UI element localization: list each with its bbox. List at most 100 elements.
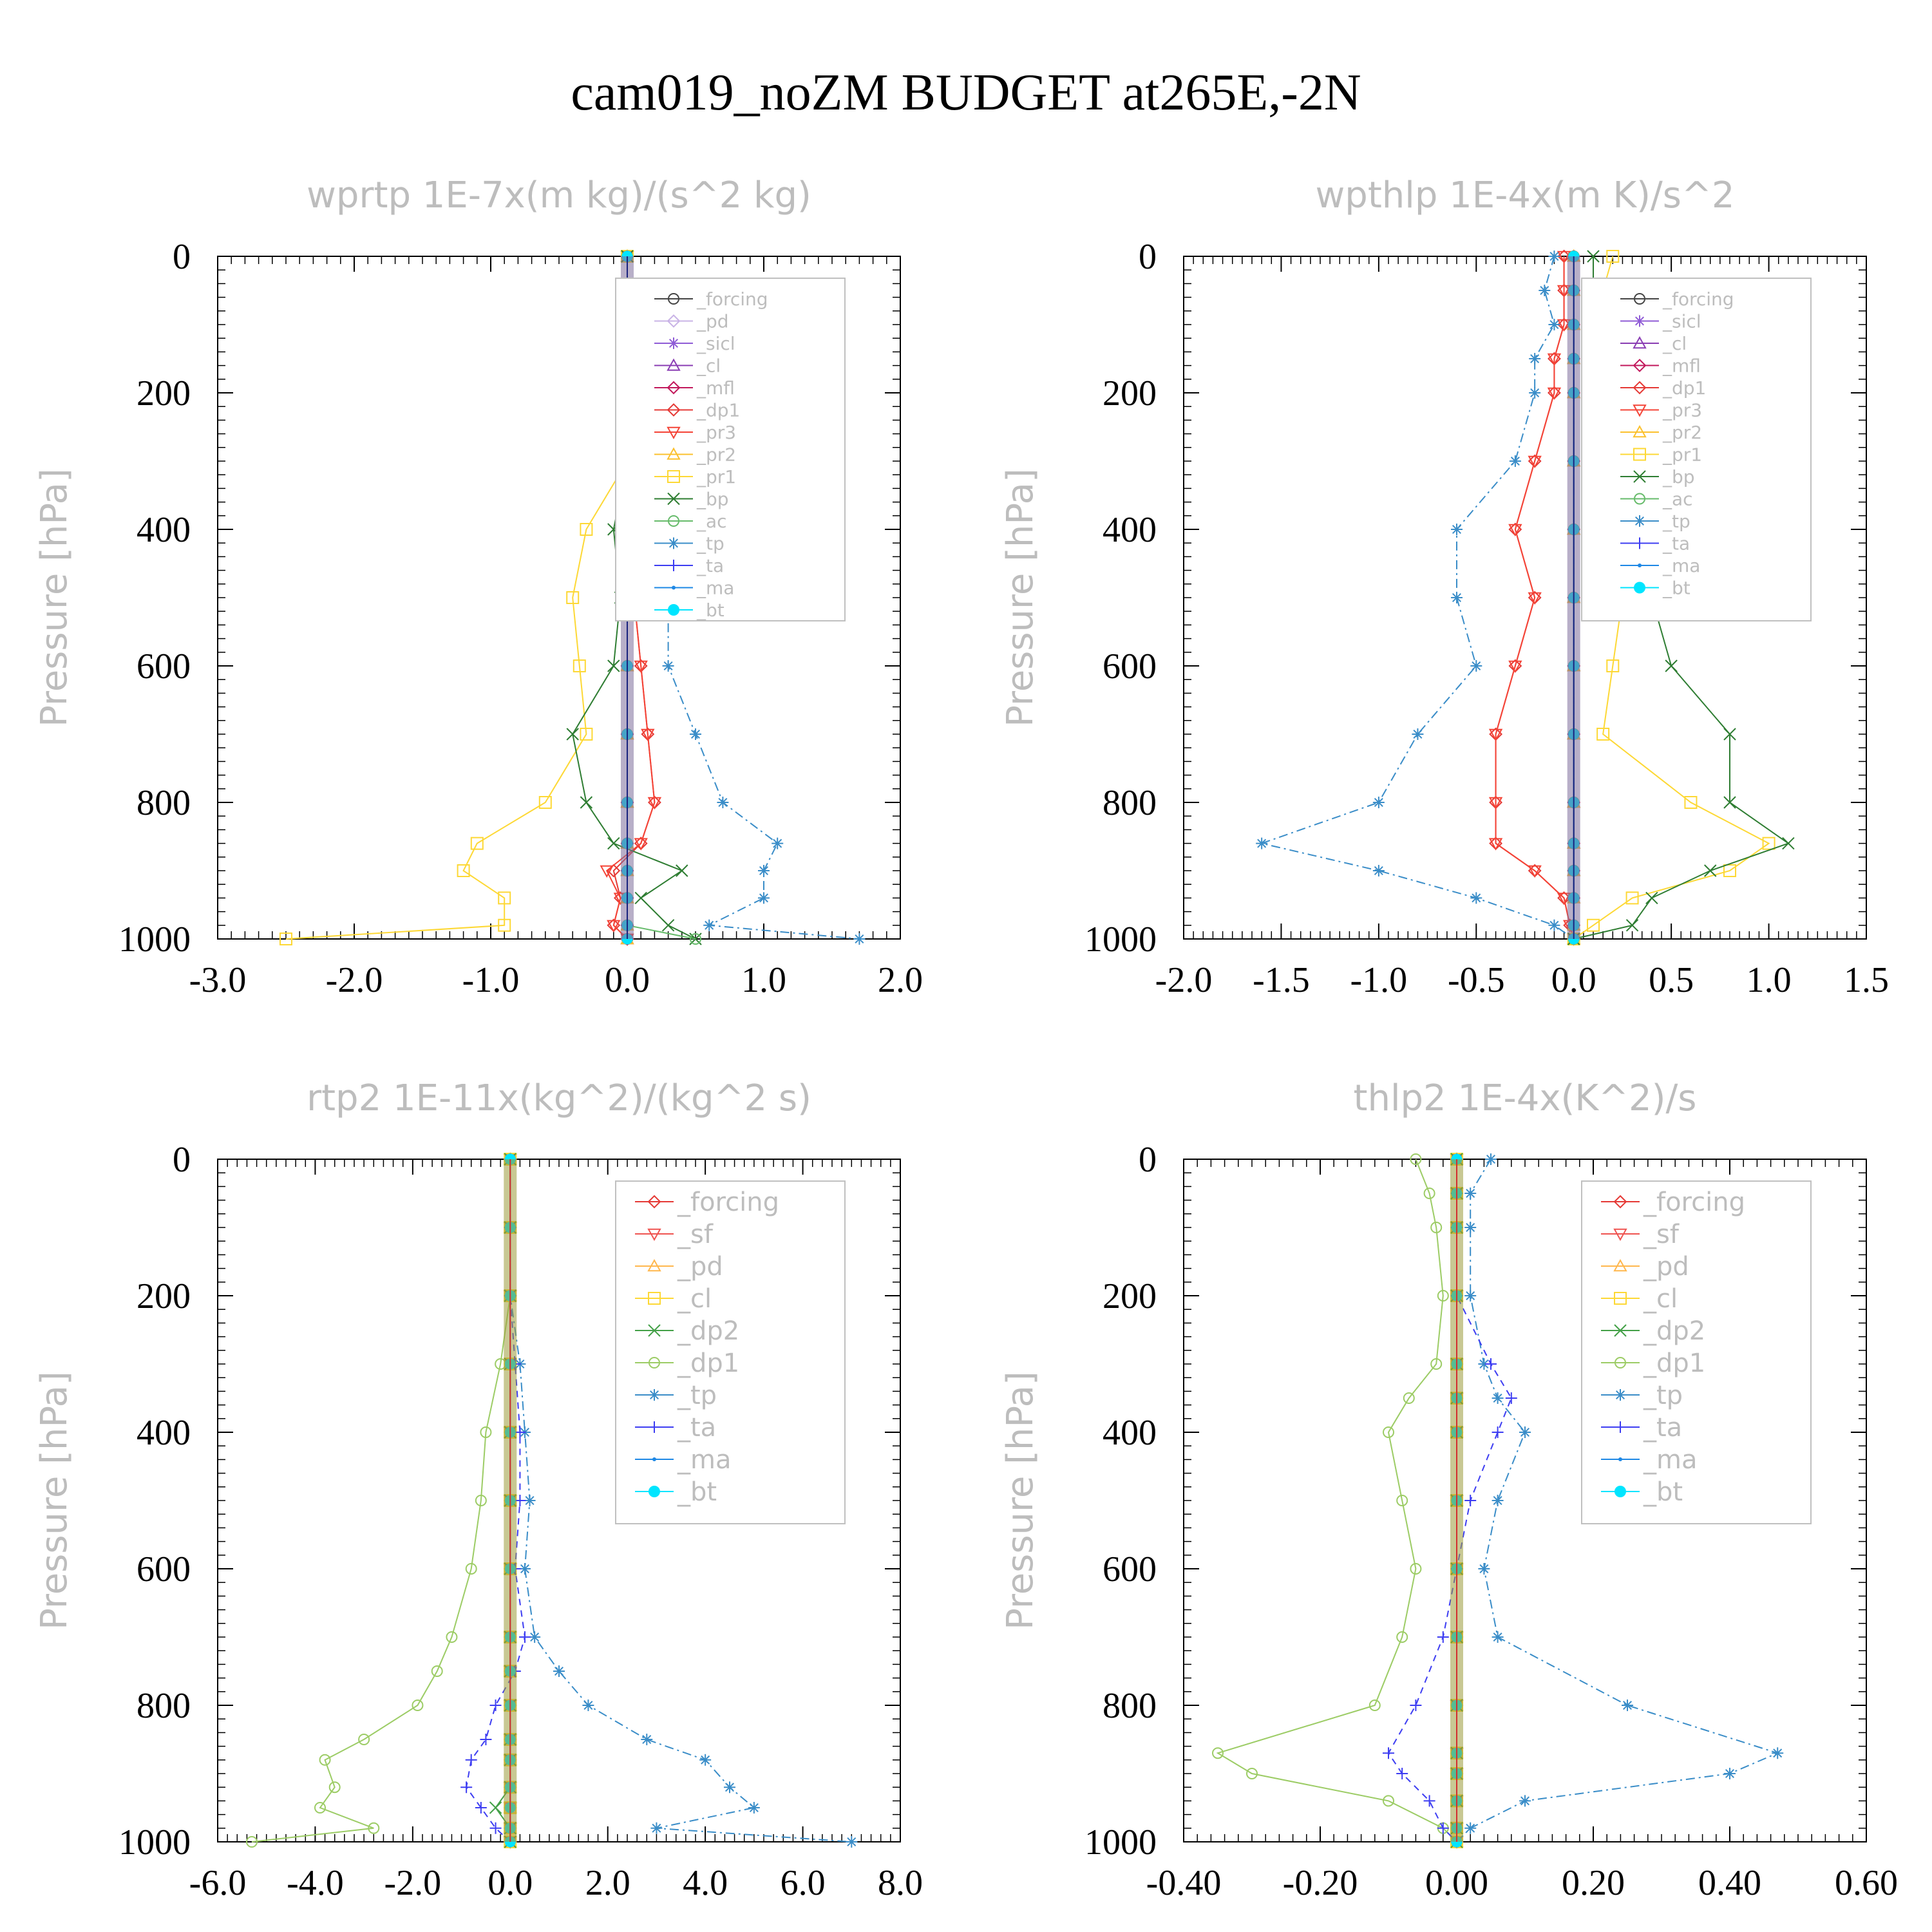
- x-tick-label: -2.0: [326, 960, 383, 1000]
- data-point: [717, 797, 729, 808]
- data-point: [1470, 660, 1482, 672]
- x-tick-label: 4.0: [683, 1863, 728, 1903]
- legend-label: _ta: [1643, 1413, 1682, 1443]
- data-point: [772, 837, 784, 849]
- data-point: [1464, 1822, 1477, 1834]
- data-point: [853, 933, 866, 945]
- data-point: [1505, 1392, 1517, 1404]
- data-point: [1762, 837, 1776, 850]
- legend-marker: [649, 1357, 660, 1368]
- data-point: [1587, 918, 1600, 932]
- y-axis-label: Pressure [hPa]: [999, 468, 1041, 727]
- legend-label: _bp: [1662, 466, 1695, 488]
- series-line: [627, 256, 860, 940]
- legend-label: _pr1: [1662, 444, 1702, 465]
- legend-label: _forcing: [1643, 1188, 1745, 1217]
- legend-marker: [1633, 404, 1647, 417]
- x-tick-label: 0.0: [605, 960, 650, 1000]
- data-point: [1529, 353, 1541, 365]
- legend-label: _bt: [696, 600, 724, 621]
- data-point: [489, 1822, 502, 1834]
- data-point: [1488, 797, 1503, 810]
- x-tick-label: 0.60: [1835, 1863, 1898, 1903]
- data-point: [662, 660, 674, 672]
- legend-label: _bt: [1662, 577, 1690, 598]
- data-point: [1557, 319, 1571, 332]
- chart-panel-3: rtp2 1E-11x(kg^2)/(kg^2 s) Pressure [hPa]…: [33, 1077, 923, 1903]
- data-point: [1488, 838, 1503, 851]
- legend: _forcing_pd_sicl_cl_mfl_dp1_pr3_pr2_pr1_…: [615, 278, 846, 621]
- data-point: [1622, 1700, 1633, 1711]
- data-point: [1557, 251, 1571, 264]
- x-tick-label: -1.0: [1350, 960, 1408, 1000]
- x-tick-label: 0.0: [1551, 960, 1596, 1000]
- series-line: [1216, 1159, 1457, 1842]
- data-point: [1772, 1747, 1784, 1759]
- data-point: [1488, 728, 1503, 742]
- data-point: [1492, 1392, 1504, 1404]
- data-point: [1485, 1358, 1497, 1370]
- x-tick-label: -1.5: [1253, 960, 1310, 1000]
- data-point: [1383, 1426, 1394, 1438]
- data-point: [431, 1665, 443, 1677]
- data-point: [1212, 1747, 1224, 1759]
- data-point: [647, 797, 662, 810]
- series-line: [1387, 1159, 1512, 1842]
- legend-marker: [1615, 1421, 1626, 1433]
- data-point: [498, 891, 511, 905]
- legend-marker: [668, 337, 679, 349]
- y-tick-label: 800: [1103, 783, 1157, 823]
- data-point: [1372, 797, 1385, 808]
- legend-label: _ta: [1662, 533, 1690, 554]
- legend-marker: [1633, 470, 1646, 483]
- data-point: [634, 838, 648, 851]
- data-point: [1464, 1495, 1477, 1506]
- data-point: [1508, 660, 1522, 674]
- data-point: [1410, 1563, 1422, 1575]
- legend-label: _pd: [696, 310, 729, 332]
- x-tick-label: 0.00: [1425, 1863, 1488, 1903]
- legend-marker: [1613, 1195, 1627, 1209]
- data-point: [1645, 891, 1658, 905]
- legend-marker: [1614, 1292, 1627, 1305]
- data-point: [446, 1631, 458, 1643]
- data-point: [1508, 524, 1522, 537]
- data-point: [1451, 592, 1463, 603]
- data-point: [489, 1700, 502, 1711]
- data-point: [641, 1734, 653, 1745]
- legend-label: _forcing: [1662, 289, 1734, 310]
- series-line: [1456, 1159, 1780, 1842]
- panel-title: wpthlp 1E-4x(m K)/s^2: [1315, 175, 1734, 216]
- legend-marker: [1634, 493, 1645, 505]
- x-tick-label: -0.20: [1283, 1863, 1358, 1903]
- data-point: [580, 523, 593, 536]
- legend-label: _pr2: [1662, 422, 1702, 443]
- data-point: [1451, 524, 1463, 535]
- data-point: [1519, 1426, 1531, 1438]
- data-point: [538, 796, 552, 809]
- panel-title: rtp2 1E-11x(kg^2)/(kg^2 s): [307, 1077, 811, 1119]
- legend-marker: [647, 1228, 661, 1242]
- data-point: [1509, 455, 1521, 467]
- x-tick-label: 0.20: [1562, 1863, 1625, 1903]
- legend: _forcing _sf _pd_cl_dp2 _dp1 _tp _ta_ma_bt: [1581, 1180, 1812, 1524]
- legend-label: _forcing: [677, 1188, 779, 1217]
- data-point: [1410, 1153, 1422, 1165]
- data-point: [1412, 728, 1424, 740]
- legend-label: _dp2: [677, 1316, 739, 1346]
- y-tick-label: 0: [1139, 237, 1157, 277]
- data-point: [465, 1754, 477, 1766]
- y-tick-label: 600: [1103, 1549, 1157, 1589]
- y-tick-label: 800: [137, 1686, 191, 1726]
- y-tick-label: 400: [1103, 1413, 1157, 1453]
- data-point: [607, 659, 620, 672]
- data-point: [1665, 659, 1678, 672]
- legend-label: _pd: [1643, 1252, 1689, 1282]
- data-point: [1723, 864, 1736, 877]
- legend: _forcing _sf _pd_cl_dp2 _dp1 _tp _ta_ma_bt: [615, 1180, 846, 1524]
- legend-label: _pr2: [696, 444, 736, 465]
- x-tick-label: -3.0: [189, 960, 247, 1000]
- legend-label: _mfl: [1662, 355, 1701, 376]
- legend-marker: [667, 447, 681, 460]
- data-point: [1539, 285, 1551, 296]
